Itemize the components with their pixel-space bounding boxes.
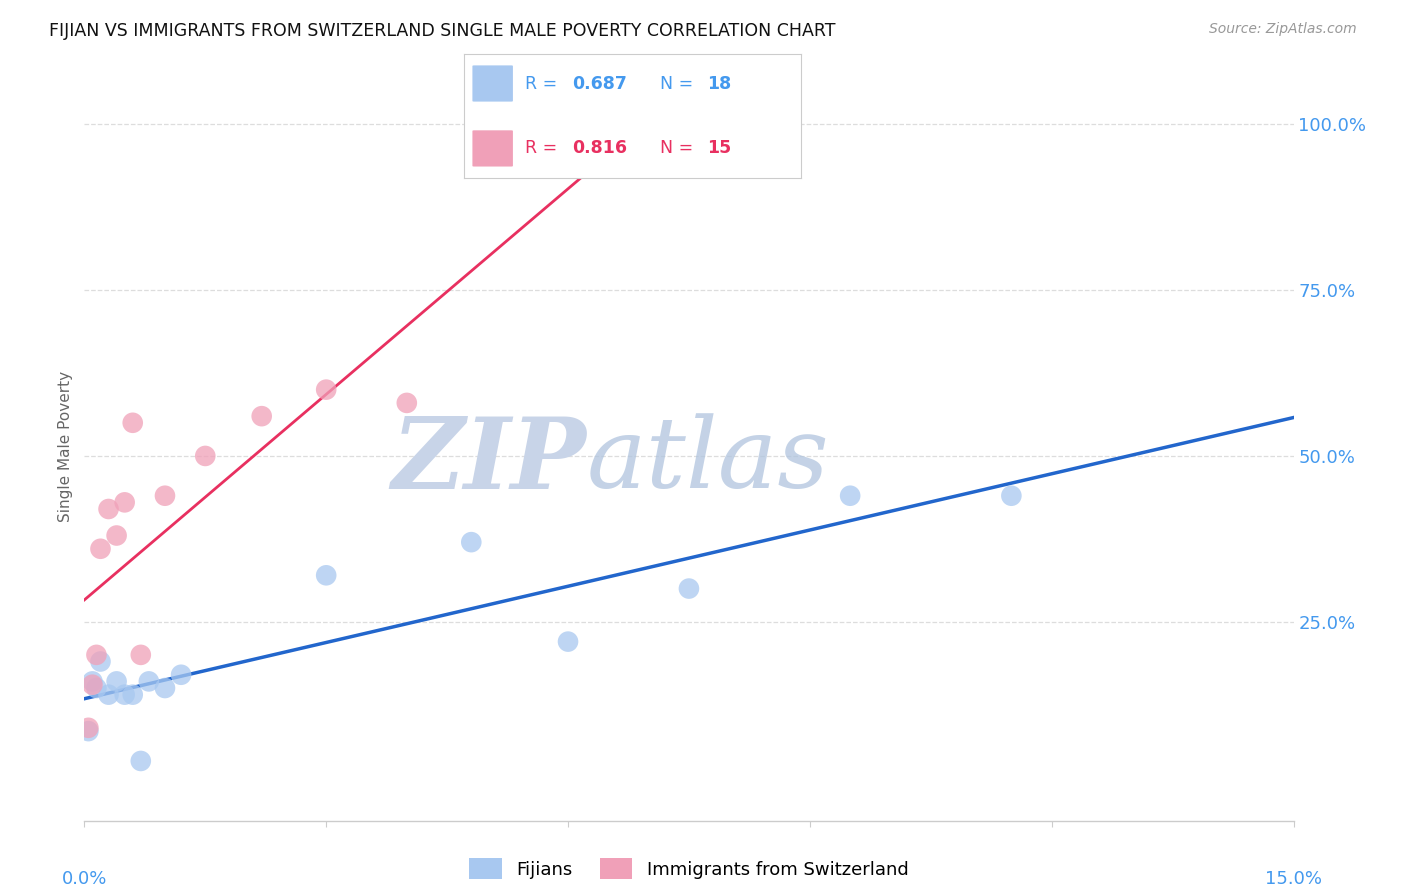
Text: atlas: atlas	[586, 413, 830, 508]
Text: Source: ZipAtlas.com: Source: ZipAtlas.com	[1209, 22, 1357, 37]
Point	[1000, 489, 1022, 503]
Point	[129, 754, 152, 768]
Point	[250, 409, 273, 424]
Point	[86, 681, 108, 695]
Point	[395, 396, 418, 410]
Text: FIJIAN VS IMMIGRANTS FROM SWITZERLAND SINGLE MALE POVERTY CORRELATION CHART: FIJIAN VS IMMIGRANTS FROM SWITZERLAND SI…	[49, 22, 835, 40]
Text: 15.0%: 15.0%	[1265, 871, 1322, 888]
FancyBboxPatch shape	[472, 65, 513, 102]
Legend: Fijians, Immigrants from Switzerland: Fijians, Immigrants from Switzerland	[463, 851, 915, 887]
Point	[315, 383, 337, 397]
Point	[121, 688, 143, 702]
Text: 0.0%: 0.0%	[62, 871, 107, 888]
Y-axis label: Single Male Poverty: Single Male Poverty	[58, 370, 73, 522]
Point	[82, 674, 104, 689]
Text: 18: 18	[707, 75, 731, 93]
Point	[82, 678, 104, 692]
FancyBboxPatch shape	[472, 130, 513, 167]
Point	[153, 489, 176, 503]
Point	[97, 688, 120, 702]
Text: R =: R =	[524, 75, 562, 93]
Text: 15: 15	[707, 139, 731, 157]
Point	[460, 535, 482, 549]
Text: ZIP: ZIP	[391, 413, 586, 509]
Point	[77, 721, 100, 735]
Text: 0.816: 0.816	[572, 139, 627, 157]
Point	[129, 648, 152, 662]
Point	[557, 634, 579, 648]
Text: N =: N =	[659, 75, 699, 93]
Point	[138, 674, 160, 689]
Text: R =: R =	[524, 139, 562, 157]
Point	[86, 648, 108, 662]
Point	[114, 688, 136, 702]
Point	[170, 667, 193, 681]
Point	[621, 117, 644, 131]
Text: 0.687: 0.687	[572, 75, 627, 93]
Point	[89, 541, 111, 556]
Point	[97, 502, 120, 516]
Point	[194, 449, 217, 463]
Point	[114, 495, 136, 509]
Point	[89, 655, 111, 669]
Point	[678, 582, 700, 596]
Text: N =: N =	[659, 139, 699, 157]
Point	[121, 416, 143, 430]
Point	[105, 674, 128, 689]
Point	[77, 724, 100, 739]
Point	[153, 681, 176, 695]
Point	[315, 568, 337, 582]
Point	[105, 528, 128, 542]
Point	[839, 489, 862, 503]
